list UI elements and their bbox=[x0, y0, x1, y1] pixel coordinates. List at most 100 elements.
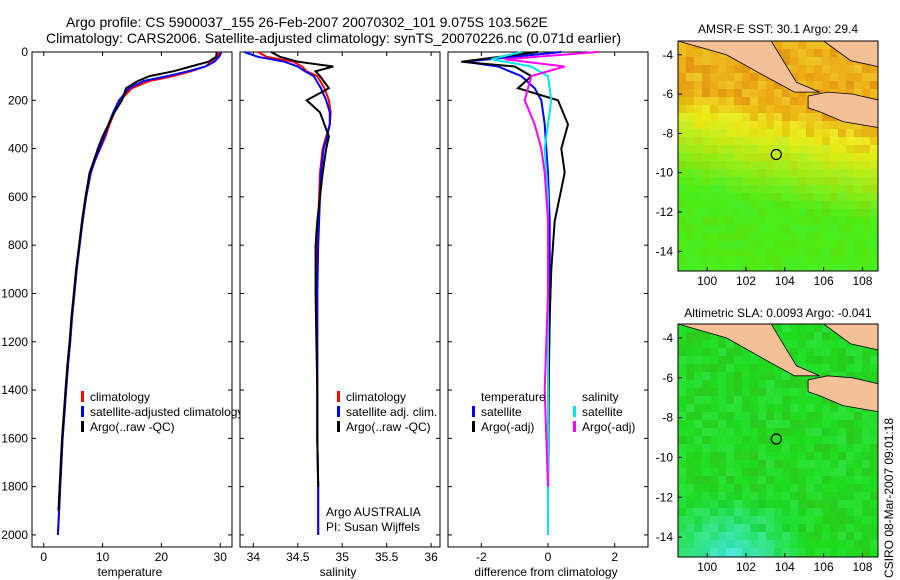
map-cell bbox=[726, 105, 734, 113]
map-cell bbox=[814, 476, 822, 484]
depth-tick-label: 2000 bbox=[1, 528, 28, 542]
map-cell bbox=[694, 372, 702, 380]
map-cell bbox=[782, 396, 790, 404]
map-cell bbox=[854, 249, 862, 257]
map-cell bbox=[726, 396, 734, 404]
map-cell bbox=[750, 452, 758, 460]
sla-field bbox=[677, 323, 879, 557]
map-cell bbox=[830, 161, 838, 169]
map-cell bbox=[734, 97, 742, 105]
map-cell bbox=[782, 201, 790, 209]
map-cell bbox=[862, 65, 870, 73]
map-cell bbox=[766, 484, 774, 492]
map-cell bbox=[710, 332, 718, 340]
map-cell bbox=[782, 41, 790, 49]
map-cell bbox=[822, 201, 830, 209]
map-cell bbox=[822, 57, 830, 65]
map-cell bbox=[718, 484, 726, 492]
map-cell bbox=[806, 265, 814, 271]
map-cell bbox=[702, 121, 710, 129]
map-cell bbox=[702, 225, 710, 233]
map-cell bbox=[846, 412, 854, 420]
map-cell bbox=[734, 129, 742, 137]
map-cell bbox=[782, 249, 790, 257]
map-cell bbox=[854, 532, 862, 540]
map-cell bbox=[782, 500, 790, 508]
map-cell bbox=[814, 153, 822, 161]
map-cell bbox=[710, 105, 718, 113]
map-cell bbox=[870, 420, 878, 428]
map-cell bbox=[830, 340, 838, 348]
map-cell bbox=[702, 420, 710, 428]
map-cell bbox=[742, 436, 750, 444]
map-cell bbox=[854, 356, 862, 364]
map-cell bbox=[750, 161, 758, 169]
map-cell bbox=[710, 436, 718, 444]
map-cell bbox=[846, 121, 854, 129]
map-cell bbox=[726, 460, 734, 468]
lon-tick-label: 106 bbox=[814, 560, 834, 574]
map-cell bbox=[782, 97, 790, 105]
map-cell bbox=[774, 492, 782, 500]
map-cell bbox=[846, 177, 854, 185]
map-cell bbox=[798, 380, 806, 388]
map-cell bbox=[678, 153, 686, 161]
map-cell bbox=[694, 265, 702, 271]
figure-title-line2: Climatology: CARS2006. Satellite-adjuste… bbox=[46, 30, 621, 46]
map-cell bbox=[854, 89, 862, 97]
map-cell bbox=[830, 121, 838, 129]
map-cell bbox=[694, 241, 702, 249]
map-cell bbox=[694, 233, 702, 241]
map-cell bbox=[734, 388, 742, 396]
map-cell bbox=[814, 73, 822, 81]
x-tick-label: 20 bbox=[155, 550, 169, 564]
map-cell bbox=[678, 81, 686, 89]
series-line-argo bbox=[270, 51, 334, 487]
map-cell bbox=[846, 193, 854, 201]
map-cell bbox=[830, 428, 838, 436]
map-cell bbox=[710, 476, 718, 484]
map-cell bbox=[806, 412, 814, 420]
map-cell bbox=[758, 217, 766, 225]
map-cell bbox=[814, 41, 822, 49]
map-cell bbox=[782, 113, 790, 121]
map-cell bbox=[822, 540, 830, 548]
map-cell bbox=[838, 484, 846, 492]
map-cell bbox=[742, 460, 750, 468]
lon-tick-label: 100 bbox=[697, 274, 717, 288]
map-cell bbox=[790, 540, 798, 548]
map-cell bbox=[774, 257, 782, 265]
map-cell bbox=[702, 484, 710, 492]
map-cell bbox=[742, 145, 750, 153]
credit-timestamp: CSIRO 08-Mar-2007 09:01:18 bbox=[882, 418, 896, 578]
map-cell bbox=[726, 476, 734, 484]
map-cell bbox=[694, 81, 702, 89]
map-cell bbox=[678, 241, 686, 249]
map-cell bbox=[798, 49, 806, 57]
map-cell bbox=[726, 548, 734, 556]
map-cell bbox=[694, 484, 702, 492]
map-cell bbox=[774, 380, 782, 388]
map-cell bbox=[686, 508, 694, 516]
map-cell bbox=[750, 444, 758, 452]
map-cell bbox=[814, 404, 822, 412]
map-cell bbox=[822, 348, 830, 356]
map-cell bbox=[870, 153, 878, 161]
map-cell bbox=[686, 468, 694, 476]
map-cell bbox=[814, 332, 822, 340]
map-cell bbox=[806, 41, 814, 49]
map-cell bbox=[694, 73, 702, 81]
map-cell bbox=[686, 57, 694, 65]
depth-tick-label: 1800 bbox=[1, 480, 28, 494]
lat-tick-label: -14 bbox=[656, 244, 674, 258]
map-cell bbox=[774, 388, 782, 396]
map-cell bbox=[710, 500, 718, 508]
map-cell bbox=[790, 249, 798, 257]
map-cell bbox=[862, 73, 870, 81]
map-cell bbox=[814, 364, 822, 372]
map-cell bbox=[726, 185, 734, 193]
map-cell bbox=[854, 257, 862, 265]
map-cell bbox=[814, 516, 822, 524]
sst-map-panel: AMSR-E SST: 30.1 Argo: 29.4 100 102 104 106… bbox=[656, 22, 879, 288]
map-cell bbox=[798, 476, 806, 484]
